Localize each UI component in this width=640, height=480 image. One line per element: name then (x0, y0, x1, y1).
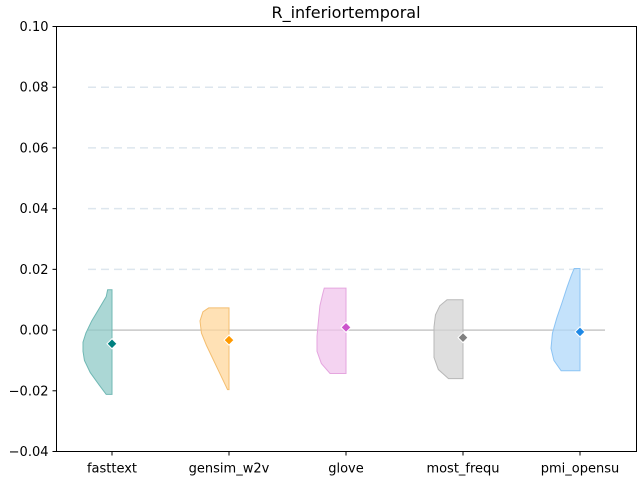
marker-layer (106, 321, 586, 350)
y-tick-label-2: 0.00 (20, 324, 49, 339)
center-marker-pmi_opensu (574, 326, 586, 338)
center-marker-fasttext (106, 338, 118, 350)
plot-frame (56, 26, 637, 452)
center-marker-most_frequ (457, 331, 469, 344)
y-tick-label-1: −0.02 (9, 384, 49, 399)
violin-most_frequ (433, 299, 464, 380)
violin-fasttext (82, 289, 113, 395)
y-tick-label-4: 0.04 (20, 202, 49, 217)
y-axis: −0.04 −0.02 0.00 0.02 0.04 0.06 0.08 0.10 (9, 20, 57, 460)
y-tick-label-7: 0.10 (20, 20, 49, 35)
y-tick-label-0: −0.04 (9, 445, 49, 460)
y-tick-label-5: 0.06 (20, 141, 49, 156)
y-tick-label-3: 0.02 (20, 263, 49, 278)
x-axis: fasttext gensim_w2v glove most_frequ pmi_ope… (87, 451, 619, 477)
y-tick-label-6: 0.08 (20, 81, 49, 96)
violin-pmi_opensu (550, 267, 581, 372)
violin-glove (316, 287, 347, 374)
violin-gensim_w2v (199, 307, 230, 391)
x-tick-label-1: gensim_w2v (189, 462, 270, 477)
center-marker-glove (340, 321, 352, 334)
x-tick-label-2: glove (328, 462, 364, 477)
center-marker-gensim_w2v (223, 334, 235, 346)
chart-title: R_inferiortemporal (271, 3, 420, 23)
violin-layer (82, 267, 581, 395)
x-tick-label-4: pmi_opensu (541, 462, 619, 477)
x-tick-label-0: fasttext (87, 462, 137, 477)
x-tick-label-3: most_frequ (426, 462, 499, 477)
